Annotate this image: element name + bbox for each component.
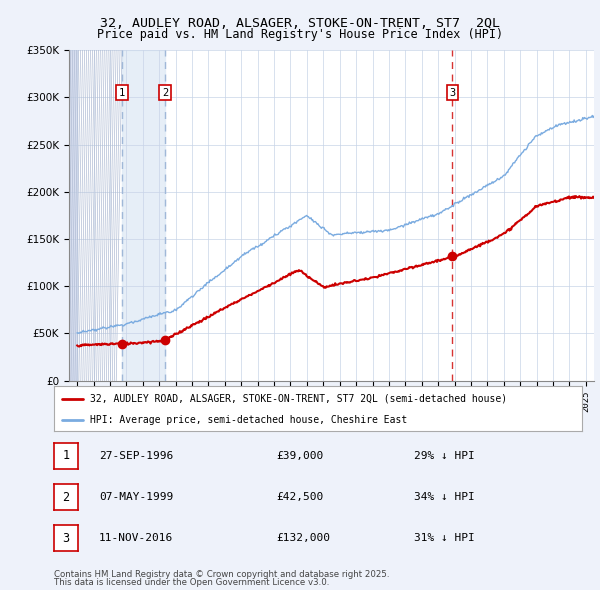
Text: £39,000: £39,000 xyxy=(276,451,323,461)
Text: Price paid vs. HM Land Registry's House Price Index (HPI): Price paid vs. HM Land Registry's House … xyxy=(97,28,503,41)
Text: 34% ↓ HPI: 34% ↓ HPI xyxy=(414,492,475,502)
Text: 11-NOV-2016: 11-NOV-2016 xyxy=(99,533,173,543)
Text: This data is licensed under the Open Government Licence v3.0.: This data is licensed under the Open Gov… xyxy=(54,578,329,587)
Text: 32, AUDLEY ROAD, ALSAGER, STOKE-ON-TRENT, ST7  2QL: 32, AUDLEY ROAD, ALSAGER, STOKE-ON-TRENT… xyxy=(100,17,500,30)
Text: 32, AUDLEY ROAD, ALSAGER, STOKE-ON-TRENT, ST7 2QL (semi-detached house): 32, AUDLEY ROAD, ALSAGER, STOKE-ON-TRENT… xyxy=(90,394,507,404)
Text: 27-SEP-1996: 27-SEP-1996 xyxy=(99,451,173,461)
Text: HPI: Average price, semi-detached house, Cheshire East: HPI: Average price, semi-detached house,… xyxy=(90,415,407,425)
Bar xyxy=(122,50,165,381)
Text: 31% ↓ HPI: 31% ↓ HPI xyxy=(414,533,475,543)
Text: 29% ↓ HPI: 29% ↓ HPI xyxy=(414,451,475,461)
Text: 2: 2 xyxy=(62,490,70,504)
Text: 3: 3 xyxy=(449,88,455,97)
Text: 07-MAY-1999: 07-MAY-1999 xyxy=(99,492,173,502)
Text: 1: 1 xyxy=(119,88,125,97)
Text: 1: 1 xyxy=(62,449,70,463)
Text: £132,000: £132,000 xyxy=(276,533,330,543)
Text: 3: 3 xyxy=(62,532,70,545)
Text: 2: 2 xyxy=(162,88,168,97)
Text: Contains HM Land Registry data © Crown copyright and database right 2025.: Contains HM Land Registry data © Crown c… xyxy=(54,571,389,579)
Text: £42,500: £42,500 xyxy=(276,492,323,502)
